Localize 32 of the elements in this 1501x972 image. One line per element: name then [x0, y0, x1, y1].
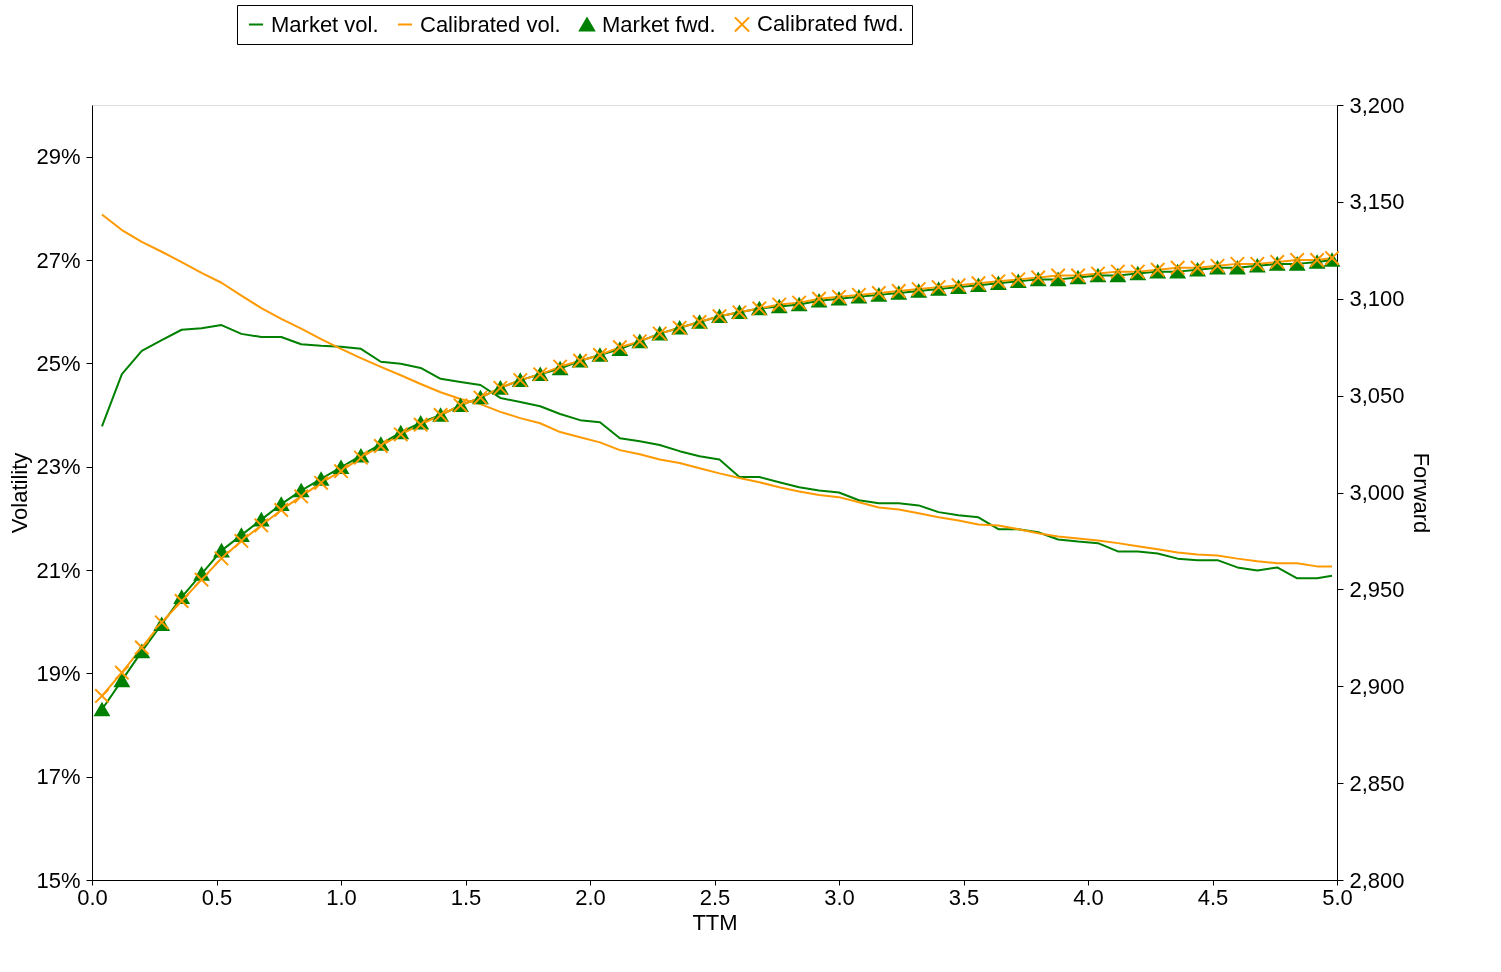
x-tick-label: 2.5 — [699, 884, 731, 910]
y-tick-label: 21% — [36, 557, 81, 583]
x-tick-label: 4.5 — [1197, 884, 1229, 910]
y2-tick-label: 3,050 — [1349, 383, 1405, 409]
legend-label: Market fwd. — [602, 11, 716, 37]
y2-tick-label: 3,200 — [1349, 92, 1405, 118]
x-tick-label: 3.5 — [948, 884, 980, 910]
y2-tick-label: 3,150 — [1349, 189, 1405, 215]
y2-axis-title: Forward — [1408, 452, 1434, 534]
y2-tick-label: 2,850 — [1349, 770, 1405, 796]
y2-tick-label: 3,100 — [1349, 286, 1405, 312]
x-tick-label: 3.0 — [824, 884, 855, 910]
legend-label: Calibrated vol. — [420, 11, 561, 37]
x-tick-label: 0.5 — [201, 884, 233, 910]
y-tick-label: 25% — [36, 350, 81, 376]
y-tick-label: 23% — [36, 454, 81, 480]
x-tick-label: 2.0 — [575, 884, 606, 910]
line-series — [100, 324, 1334, 580]
x-tick-label: 4.0 — [1073, 884, 1104, 910]
y-tick-label: 17% — [36, 764, 81, 790]
x-axis-title: TTM — [692, 909, 738, 935]
y-tick-label: 29% — [36, 144, 81, 170]
legend-label: Market vol. — [271, 11, 379, 37]
y-tick-label: 27% — [36, 247, 81, 273]
legend-label: Calibrated fwd. — [757, 11, 904, 37]
x-tick-label: 1.5 — [450, 884, 482, 910]
x-tick-label: 1.0 — [326, 884, 357, 910]
y2-tick-label: 2,900 — [1349, 673, 1405, 699]
y2-tick-label: 2,950 — [1349, 576, 1405, 602]
y-tick-label: 19% — [36, 660, 81, 686]
y-axis-title: Volatility — [7, 452, 33, 534]
y2-tick-label: 3,000 — [1349, 480, 1405, 505]
